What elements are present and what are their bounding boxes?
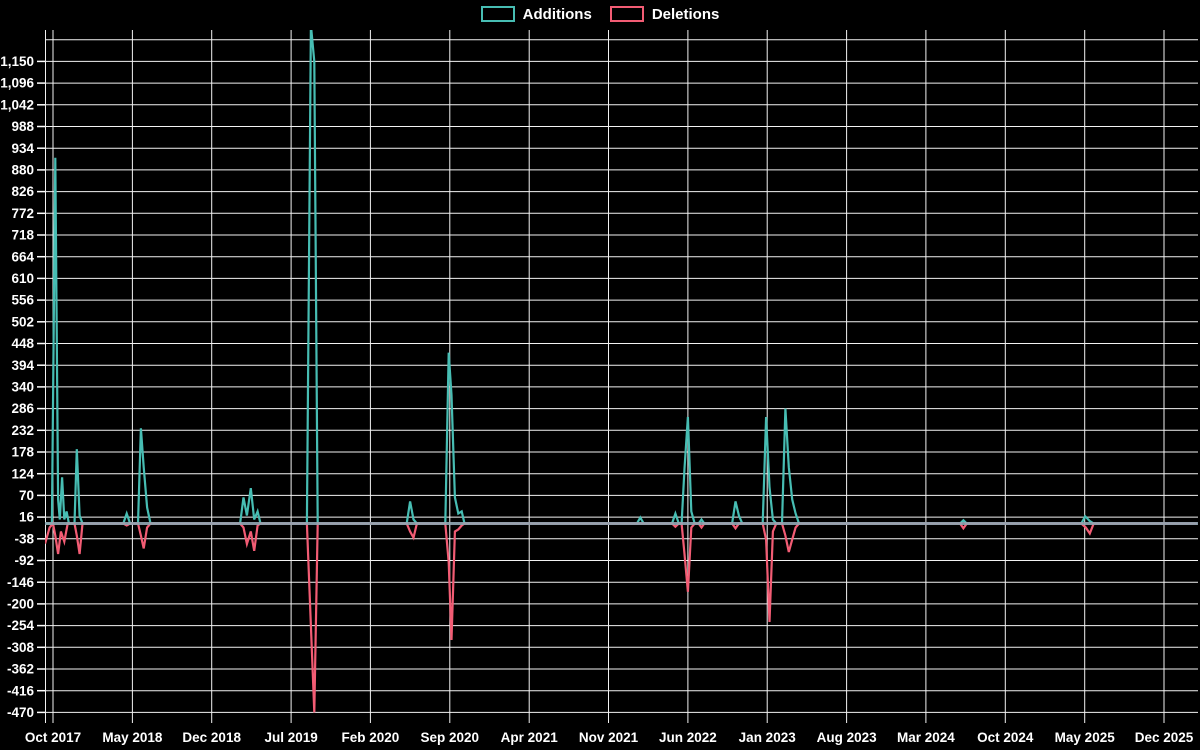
svg-text:70: 70 bbox=[19, 488, 34, 503]
svg-text:-254: -254 bbox=[7, 618, 35, 633]
svg-text:16: 16 bbox=[19, 510, 35, 525]
svg-text:610: 610 bbox=[11, 271, 34, 286]
svg-text:664: 664 bbox=[11, 249, 34, 264]
svg-text:826: 826 bbox=[11, 184, 34, 199]
svg-text:1,042: 1,042 bbox=[0, 97, 34, 112]
svg-text:988: 988 bbox=[11, 119, 34, 134]
svg-text:-362: -362 bbox=[7, 662, 34, 677]
svg-text:Jan 2023: Jan 2023 bbox=[739, 730, 797, 745]
svg-text:880: 880 bbox=[11, 163, 34, 178]
svg-text:Oct 2024: Oct 2024 bbox=[977, 730, 1034, 745]
svg-text:-38: -38 bbox=[14, 531, 34, 546]
svg-text:502: 502 bbox=[11, 314, 34, 329]
svg-text:Apr 2021: Apr 2021 bbox=[501, 730, 559, 745]
svg-text:556: 556 bbox=[11, 293, 34, 308]
chart-legend: Additions Deletions bbox=[0, 6, 1200, 22]
vertical-gridlines bbox=[52, 30, 1165, 723]
svg-text:Jul 2019: Jul 2019 bbox=[264, 730, 317, 745]
svg-text:1,096: 1,096 bbox=[0, 76, 34, 91]
data-series bbox=[45, 30, 1198, 713]
svg-text:Nov 2021: Nov 2021 bbox=[579, 730, 639, 745]
svg-text:May 2018: May 2018 bbox=[102, 730, 163, 745]
svg-text:-308: -308 bbox=[7, 640, 35, 655]
svg-text:394: 394 bbox=[11, 358, 34, 373]
svg-text:340: 340 bbox=[11, 380, 34, 395]
svg-text:Mar 2024: Mar 2024 bbox=[897, 730, 955, 745]
svg-text:-200: -200 bbox=[7, 597, 34, 612]
svg-text:448: 448 bbox=[11, 336, 34, 351]
svg-text:718: 718 bbox=[11, 228, 34, 243]
svg-text:May 2025: May 2025 bbox=[1055, 730, 1116, 745]
svg-text:Aug 2023: Aug 2023 bbox=[817, 730, 878, 745]
x-axis-labels: Oct 2017 May 2018 Dec 2018 Jul 2019 Feb 2020… bbox=[25, 730, 1194, 745]
svg-text:Dec 2025: Dec 2025 bbox=[1135, 730, 1194, 745]
svg-text:-92: -92 bbox=[14, 553, 34, 568]
legend-item-additions[interactable]: Additions bbox=[480, 5, 592, 23]
svg-text:Dec 2018: Dec 2018 bbox=[182, 730, 241, 745]
svg-text:Feb 2020: Feb 2020 bbox=[342, 730, 400, 745]
svg-text:772: 772 bbox=[11, 206, 34, 221]
svg-text:178: 178 bbox=[11, 445, 34, 460]
horizontal-gridlines bbox=[45, 39, 1198, 713]
svg-text:-416: -416 bbox=[7, 683, 35, 698]
legend-label-additions: Additions bbox=[522, 5, 592, 23]
svg-text:124: 124 bbox=[11, 466, 34, 481]
svg-text:286: 286 bbox=[11, 401, 34, 416]
svg-text:-470: -470 bbox=[7, 705, 34, 720]
deletions-swatch-icon bbox=[609, 6, 644, 22]
svg-text:1,150: 1,150 bbox=[0, 54, 34, 69]
y-axis-ticks bbox=[37, 60, 45, 714]
legend-item-deletions[interactable]: Deletions bbox=[609, 5, 720, 23]
svg-text:Oct 2017: Oct 2017 bbox=[25, 730, 81, 745]
svg-text:Sep 2020: Sep 2020 bbox=[421, 730, 480, 745]
svg-text:934: 934 bbox=[11, 141, 34, 156]
additions-swatch-icon bbox=[480, 6, 515, 22]
legend-label-deletions: Deletions bbox=[651, 5, 720, 23]
y-axis-labels: 1,150 1,096 1,042 988 934 880 826 772 718 664 610 5… bbox=[0, 54, 34, 720]
svg-text:-146: -146 bbox=[7, 575, 35, 590]
svg-text:232: 232 bbox=[11, 423, 34, 438]
svg-text:Jun 2022: Jun 2022 bbox=[659, 730, 717, 745]
